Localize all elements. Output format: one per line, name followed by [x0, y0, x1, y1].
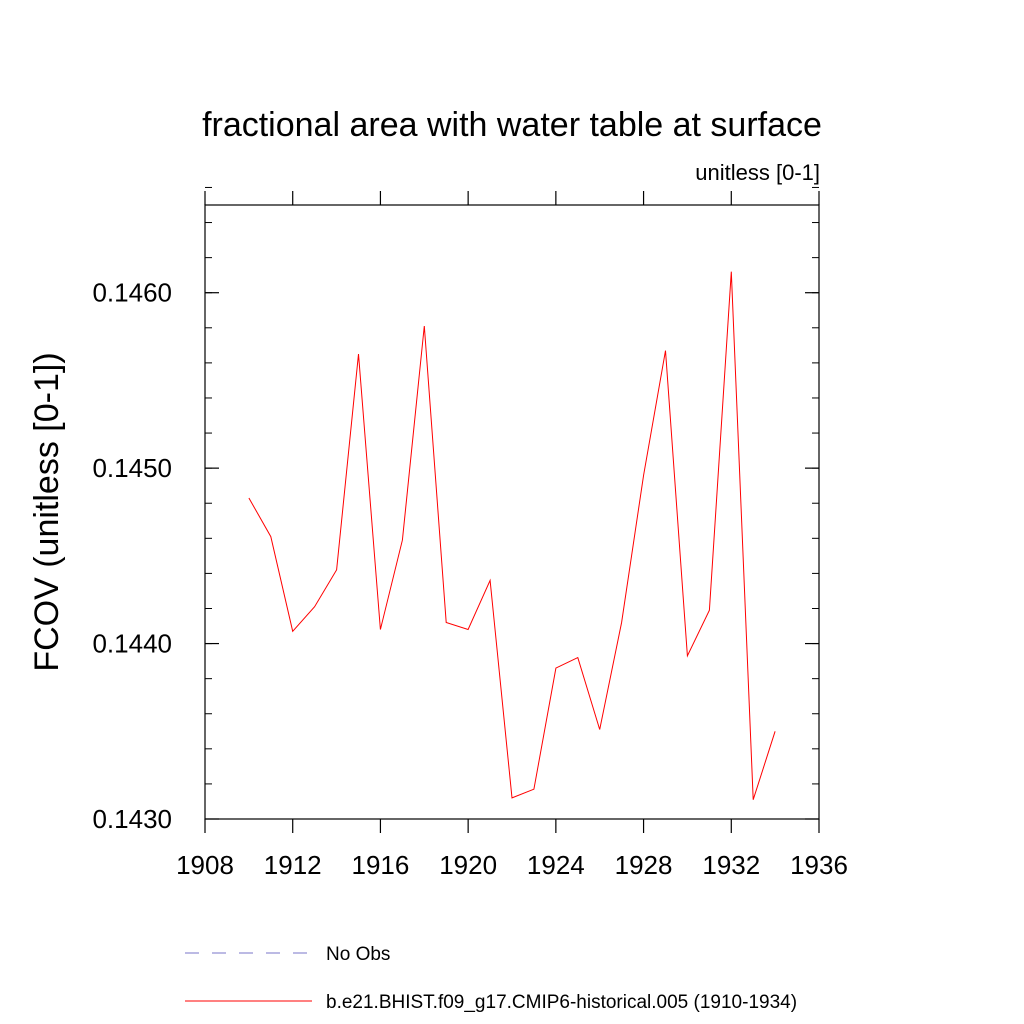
- y-tick-label: 0.1440: [92, 629, 172, 659]
- axes: 1908 1912 1916 1920 1924 1928 1932 1936 0.1430 0.…: [92, 186, 848, 880]
- x-tick-label: 1920: [439, 850, 497, 880]
- x-tick-label: 1908: [176, 850, 234, 880]
- x-tick-label: 1912: [264, 850, 322, 880]
- y-tick-label: 0.1460: [92, 278, 172, 308]
- chart-subtitle: unitless [0-1]: [695, 160, 820, 185]
- x-tick-label: 1924: [527, 850, 585, 880]
- legend: No Obs b.e21.BHIST.f09_g17.CMIP6-histori…: [185, 944, 797, 1013]
- plot-frame: [204, 204, 820, 820]
- legend-label-no-obs: No Obs: [326, 944, 390, 965]
- chart-title: fractional area with water table at surf…: [202, 106, 822, 144]
- x-tick-label: 1928: [615, 850, 673, 880]
- x-tick-label: 1936: [790, 850, 848, 880]
- y-tick-label: 0.1430: [92, 804, 172, 834]
- y-axis-label: FCOV (unitless [0-1]): [28, 352, 66, 671]
- series-line: [248, 271, 776, 800]
- data-lines: [248, 271, 776, 800]
- x-tick-label: 1932: [702, 850, 760, 880]
- x-tick-label: 1916: [352, 850, 410, 880]
- y-tick-label: 0.1450: [92, 453, 172, 483]
- legend-label-model: b.e21.BHIST.f09_g17.CMIP6-historical.005…: [326, 992, 797, 1013]
